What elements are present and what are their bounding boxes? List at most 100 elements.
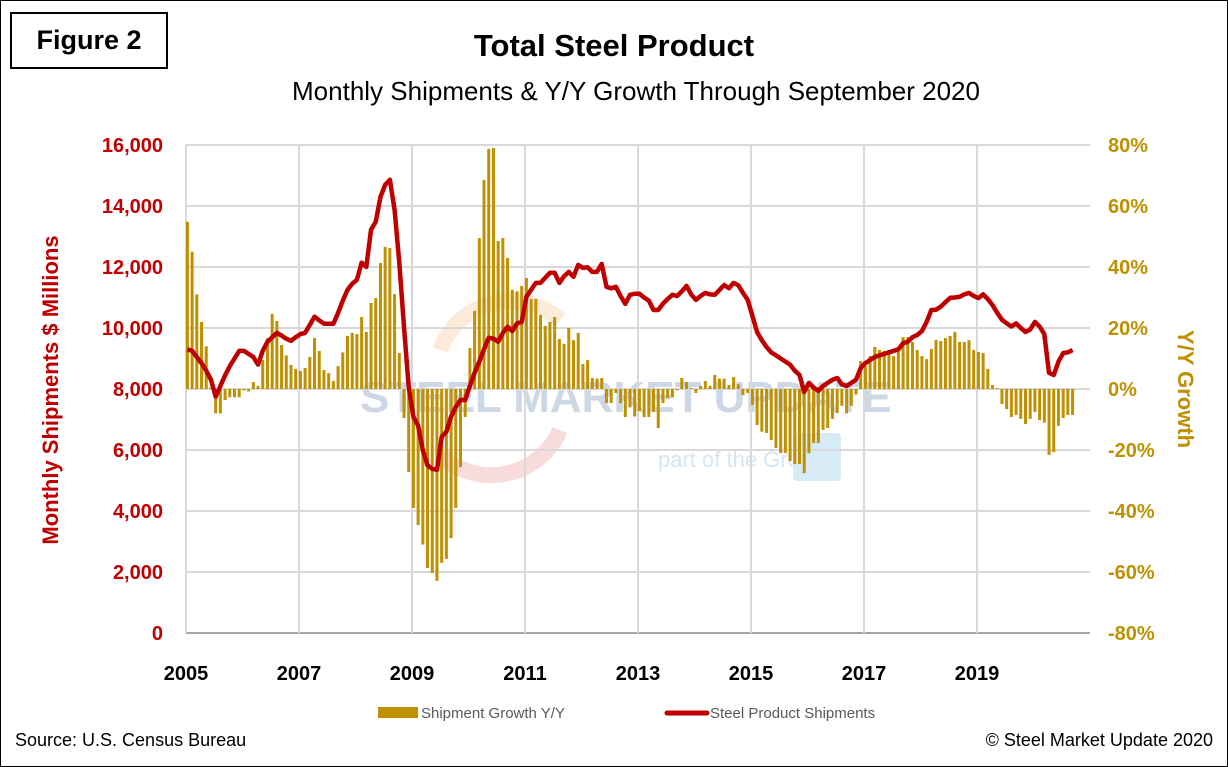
- growth-bar: [402, 389, 406, 418]
- growth-bar: [491, 148, 495, 389]
- growth-bar: [378, 263, 382, 389]
- growth-bar: [736, 384, 740, 389]
- growth-bar: [510, 289, 514, 389]
- x-tick-label: 2013: [616, 663, 661, 685]
- growth-bar: [896, 349, 900, 389]
- growth-bar: [341, 352, 345, 389]
- growth-bar: [331, 381, 335, 389]
- growth-bar: [477, 238, 481, 389]
- growth-bar: [388, 248, 392, 389]
- watermark-subtext: part of the Group: [658, 447, 824, 472]
- growth-bar: [1066, 389, 1070, 415]
- growth-bar: [265, 338, 269, 389]
- growth-bar: [986, 368, 990, 389]
- growth-bar: [906, 337, 910, 389]
- growth-bar: [849, 389, 853, 406]
- growth-bar: [732, 377, 736, 389]
- growth-bar: [529, 299, 533, 389]
- growth-bar: [364, 331, 368, 389]
- growth-bar: [915, 349, 919, 389]
- growth-bar: [943, 338, 947, 389]
- growth-bar: [892, 356, 896, 389]
- growth-bar: [816, 389, 820, 443]
- growth-bar: [313, 338, 317, 389]
- y2-tick-label: -40%: [1108, 501, 1155, 523]
- y2-tick-label: 0%: [1108, 379, 1137, 401]
- growth-bar: [416, 389, 420, 526]
- growth-bar: [925, 359, 929, 389]
- growth-bar: [515, 291, 519, 389]
- y2-tick-label: 40%: [1108, 257, 1148, 279]
- y-tick-label: 14,000: [102, 196, 163, 218]
- growth-bar: [322, 370, 326, 389]
- growth-bar: [939, 341, 943, 389]
- growth-bar: [600, 378, 604, 389]
- growth-bar: [440, 389, 444, 563]
- growth-bar: [449, 389, 453, 539]
- growth-bar: [317, 350, 321, 389]
- growth-bar: [1052, 389, 1056, 453]
- watermark-arc-bottom: [434, 426, 568, 484]
- growth-bar: [628, 389, 632, 408]
- growth-bar: [755, 389, 759, 425]
- growth-bar: [830, 389, 834, 419]
- x-tick-label: 2015: [729, 663, 774, 685]
- growth-bar: [430, 389, 434, 573]
- growth-bar: [548, 321, 552, 389]
- growth-bar: [802, 389, 806, 474]
- y-tick-label: 4,000: [113, 501, 163, 523]
- growth-bar: [826, 389, 830, 429]
- growth-bar: [717, 378, 721, 389]
- growth-bar: [788, 389, 792, 461]
- growth-bar: [1061, 389, 1065, 418]
- y-tick-label: 0: [152, 623, 163, 645]
- growth-bar: [637, 389, 641, 411]
- growth-bar: [576, 332, 580, 389]
- growth-bar: [393, 294, 397, 389]
- growth-bar: [200, 321, 204, 389]
- x-tick-label: 2007: [277, 663, 322, 685]
- growth-bar: [435, 389, 439, 581]
- growth-bar: [195, 294, 199, 389]
- growth-bar: [411, 389, 415, 508]
- growth-bar: [506, 257, 510, 389]
- growth-bar: [929, 349, 933, 389]
- growth-bar: [750, 389, 754, 405]
- growth-bar: [684, 381, 688, 389]
- growth-bar: [303, 367, 307, 389]
- growth-bar: [553, 317, 557, 389]
- growth-bar: [294, 368, 298, 389]
- y-tick-label: 8,000: [113, 379, 163, 401]
- chart-subtitle: Monthly Shipments & Y/Y Growth Through S…: [292, 76, 980, 106]
- growth-bar: [242, 389, 246, 391]
- tick-labels: 2005 2007 2009 2011 2013 2015 2017 2019 0 2,000 4,…: [102, 135, 1155, 685]
- growth-bar: [228, 389, 232, 398]
- growth-bar: [995, 388, 999, 389]
- growth-bar: [463, 389, 467, 418]
- growth-bar: [882, 350, 886, 389]
- legend-label-growth: Shipment Growth Y/Y: [421, 705, 565, 722]
- y2-axis-title: Y/Y Growth: [1173, 330, 1198, 448]
- y2-tick-label: -20%: [1108, 440, 1155, 462]
- growth-bar: [280, 345, 284, 389]
- growth-bar: [534, 299, 538, 389]
- growth-bar: [327, 373, 331, 389]
- growth-bar: [746, 389, 750, 393]
- growth-bar: [1042, 389, 1046, 423]
- growth-bar: [722, 378, 726, 389]
- growth-bar: [1071, 389, 1075, 415]
- growth-bar: [661, 389, 665, 404]
- growth-bar: [699, 385, 703, 389]
- figure-label: Figure 2: [10, 12, 168, 69]
- growth-bar: [496, 241, 500, 389]
- y2-tick-label: -80%: [1108, 623, 1155, 645]
- growth-bar: [797, 389, 801, 465]
- growth-bar: [397, 353, 401, 389]
- growth-bar: [708, 385, 712, 389]
- growth-bar: [835, 389, 839, 414]
- growth-bar: [581, 363, 585, 389]
- growth-bar: [741, 389, 745, 396]
- growth-bar: [642, 389, 646, 418]
- growth-bar: [374, 298, 378, 389]
